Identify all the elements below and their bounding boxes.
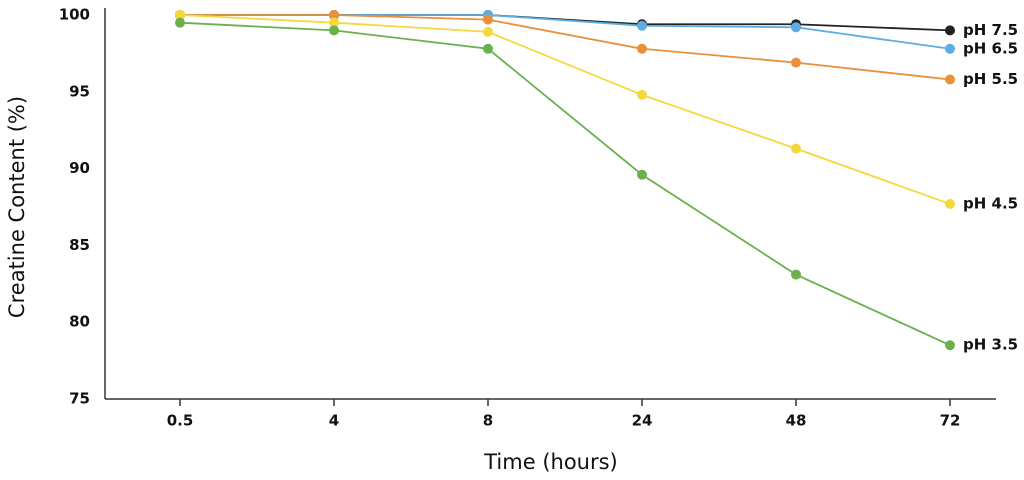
y-tick-label: 80 <box>69 313 90 331</box>
data-point <box>637 43 647 54</box>
y-tick-label: 85 <box>69 236 90 254</box>
y-tick-label: 90 <box>69 159 90 177</box>
series-label: pH 4.5 <box>963 194 1018 212</box>
data-point <box>483 26 493 37</box>
data-point <box>945 340 955 351</box>
x-tick-label: 8 <box>483 412 493 430</box>
x-tick-label: 72 <box>940 412 961 430</box>
x-tick-label: 4 <box>329 412 339 430</box>
data-point <box>791 57 801 68</box>
series-label: pH 3.5 <box>963 336 1018 354</box>
data-point <box>329 10 339 20</box>
data-point <box>637 89 647 100</box>
data-point <box>945 198 955 209</box>
data-point <box>175 10 185 20</box>
y-tick-label: 100 <box>59 6 90 24</box>
data-point <box>945 43 955 54</box>
data-point <box>329 25 339 36</box>
series-line <box>180 14 951 81</box>
series-line <box>179 21 951 347</box>
series-label: pH 5.5 <box>963 70 1018 88</box>
data-point <box>945 74 955 85</box>
data-point <box>945 25 955 36</box>
data-point <box>483 14 493 25</box>
x-axis-title: Time (hours) <box>483 450 618 474</box>
data-point <box>637 169 647 180</box>
series-label: pH 7.5 <box>963 21 1018 39</box>
series-label: pH 6.5 <box>963 39 1018 57</box>
series-line <box>179 14 951 205</box>
x-tick-label: 48 <box>786 412 807 430</box>
data-point <box>175 17 185 28</box>
y-tick-label: 75 <box>69 390 90 408</box>
data-point <box>637 20 647 31</box>
data-point <box>483 43 493 54</box>
x-tick-label: 0.5 <box>167 412 194 430</box>
data-point <box>791 269 801 280</box>
data-point <box>791 22 801 33</box>
data-point <box>329 17 339 28</box>
data-point <box>791 143 801 154</box>
y-tick-label: 95 <box>69 82 90 100</box>
y-axis-title: Creatine Content (%) <box>5 96 29 318</box>
x-tick-label: 24 <box>632 412 653 430</box>
